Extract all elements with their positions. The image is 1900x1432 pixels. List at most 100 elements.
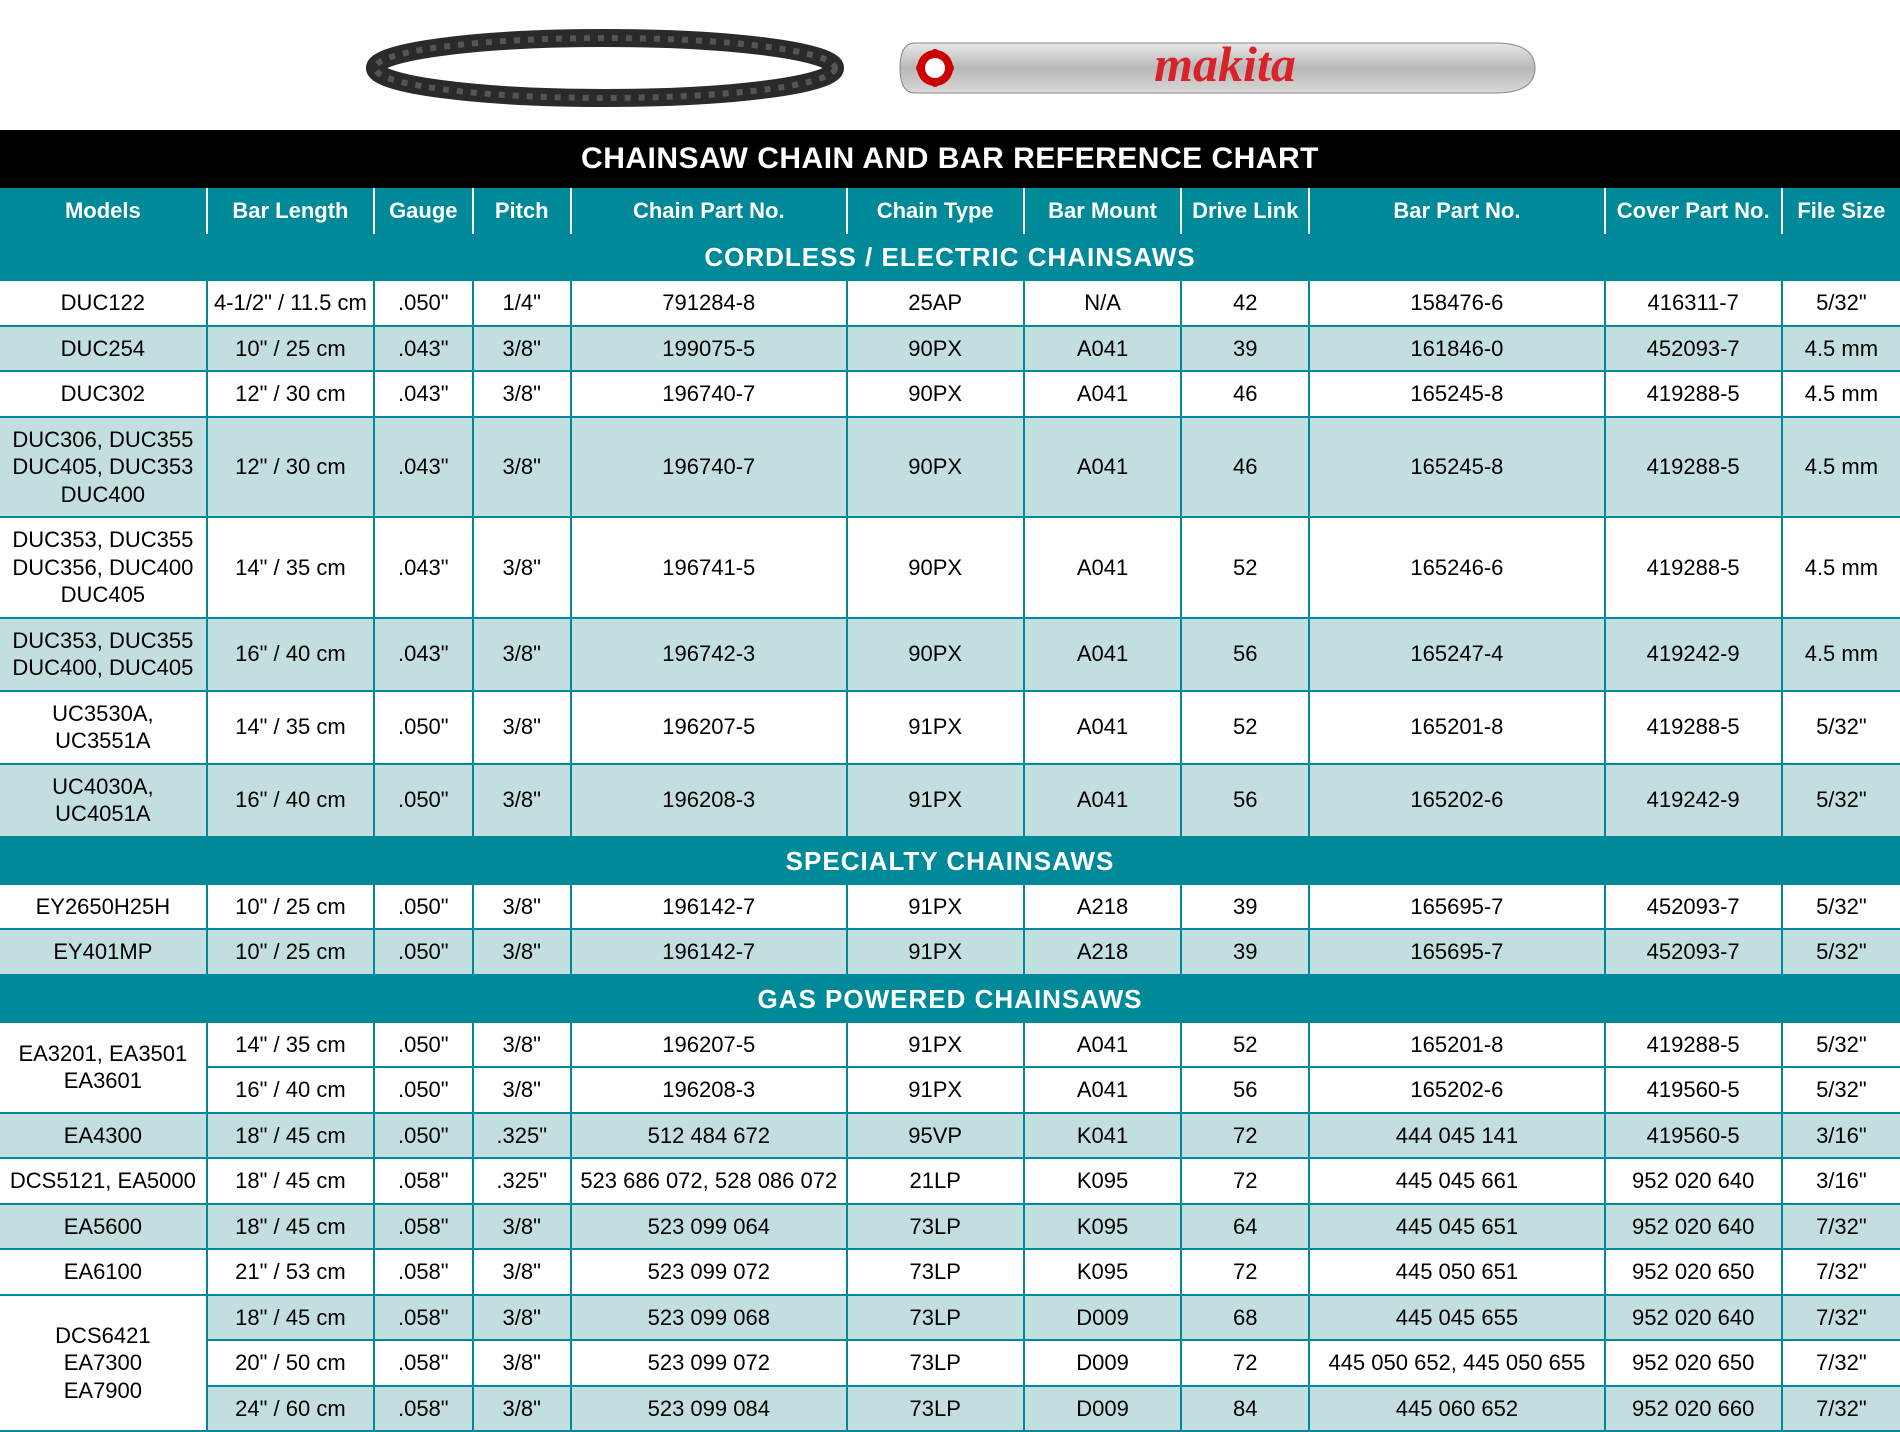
data-cell: 3/8" [473, 1204, 571, 1250]
models-cell: EA4300 [0, 1113, 207, 1159]
data-cell: 952 020 660 [1605, 1386, 1782, 1432]
data-cell: 196207-5 [571, 1023, 847, 1068]
data-cell: 5/32" [1782, 885, 1900, 930]
data-cell: 21LP [847, 1158, 1024, 1204]
column-header: File Size [1782, 188, 1900, 234]
data-cell: A041 [1024, 1067, 1182, 1113]
data-cell: 199075-5 [571, 326, 847, 372]
data-cell: 3/16" [1782, 1113, 1900, 1159]
data-cell: 445 045 661 [1309, 1158, 1604, 1204]
data-cell: 10" / 25 cm [207, 885, 374, 930]
data-cell: 3/8" [473, 1067, 571, 1113]
data-cell: 24" / 60 cm [207, 1386, 374, 1432]
data-cell: A218 [1024, 929, 1182, 975]
data-cell: K095 [1024, 1249, 1182, 1295]
data-cell: .050" [374, 1113, 472, 1159]
data-cell: 3/8" [473, 691, 571, 764]
bar-image: makita [895, 23, 1545, 113]
data-cell: .043" [374, 371, 472, 417]
data-cell: 419288-5 [1605, 1023, 1782, 1068]
data-cell: 68 [1181, 1295, 1309, 1341]
data-cell: 3/8" [473, 371, 571, 417]
data-cell: 91PX [847, 929, 1024, 975]
data-cell: 523 099 084 [571, 1386, 847, 1432]
data-cell: 7/32" [1782, 1295, 1900, 1341]
data-cell: 952 020 650 [1605, 1249, 1782, 1295]
data-cell: D009 [1024, 1295, 1182, 1341]
column-header: Bar Part No. [1309, 188, 1604, 234]
data-cell: A041 [1024, 691, 1182, 764]
data-cell: 4.5 mm [1782, 371, 1900, 417]
data-cell: 196142-7 [571, 885, 847, 930]
data-cell: 16" / 40 cm [207, 618, 374, 691]
models-cell: DUC353, DUC355DUC400, DUC405 [0, 618, 207, 691]
data-cell: 3/8" [473, 1295, 571, 1341]
data-cell: 3/16" [1782, 1158, 1900, 1204]
data-cell: 12" / 30 cm [207, 417, 374, 518]
data-cell: 165202-6 [1309, 764, 1604, 837]
column-header: Bar Mount [1024, 188, 1182, 234]
data-cell: N/A [1024, 281, 1182, 326]
data-cell: .050" [374, 929, 472, 975]
data-cell: 91PX [847, 764, 1024, 837]
data-cell: 523 099 068 [571, 1295, 847, 1341]
data-cell: 64 [1181, 1204, 1309, 1250]
data-cell: 952 020 650 [1605, 1340, 1782, 1386]
data-cell: 419560-5 [1605, 1113, 1782, 1159]
data-cell: 72 [1181, 1340, 1309, 1386]
column-header: Chain Type [847, 188, 1024, 234]
section-header: SPECIALTY CHAINSAWS [0, 837, 1900, 885]
data-cell: .043" [374, 618, 472, 691]
data-cell: 5/32" [1782, 691, 1900, 764]
data-cell: 52 [1181, 1023, 1309, 1068]
data-cell: 10" / 25 cm [207, 326, 374, 372]
data-cell: 7/32" [1782, 1249, 1900, 1295]
models-cell: DUC254 [0, 326, 207, 372]
data-cell: 523 099 072 [571, 1249, 847, 1295]
data-cell: 452093-7 [1605, 885, 1782, 930]
data-cell: 3/8" [473, 1340, 571, 1386]
data-cell: .050" [374, 1023, 472, 1068]
data-cell: 3/8" [473, 618, 571, 691]
data-cell: K041 [1024, 1113, 1182, 1159]
data-cell: 3/8" [473, 885, 571, 930]
data-cell: 5/32" [1782, 281, 1900, 326]
data-cell: 419288-5 [1605, 371, 1782, 417]
data-cell: .043" [374, 326, 472, 372]
data-cell: 39 [1181, 326, 1309, 372]
data-cell: 90PX [847, 618, 1024, 691]
data-cell: A041 [1024, 1023, 1182, 1068]
data-cell: 419288-5 [1605, 691, 1782, 764]
data-cell: 5/32" [1782, 1023, 1900, 1068]
data-cell: D009 [1024, 1386, 1182, 1432]
data-cell: 445 045 651 [1309, 1204, 1604, 1250]
models-cell: UC3530A, UC3551A [0, 691, 207, 764]
data-cell: 952 020 640 [1605, 1158, 1782, 1204]
data-cell: 95VP [847, 1113, 1024, 1159]
data-cell: 512 484 672 [571, 1113, 847, 1159]
data-cell: 39 [1181, 929, 1309, 975]
data-cell: 91PX [847, 885, 1024, 930]
models-cell: EY401MP [0, 929, 207, 975]
data-cell: 90PX [847, 371, 1024, 417]
data-cell: 18" / 45 cm [207, 1295, 374, 1341]
column-header: Bar Length [207, 188, 374, 234]
data-cell: 444 045 141 [1309, 1113, 1604, 1159]
data-cell: 25AP [847, 281, 1024, 326]
column-header: Models [0, 188, 207, 234]
data-cell: 523 099 072 [571, 1340, 847, 1386]
data-cell: 165695-7 [1309, 929, 1604, 975]
data-cell: 158476-6 [1309, 281, 1604, 326]
header-images: makita [0, 0, 1900, 130]
column-header: Drive Link [1181, 188, 1309, 234]
data-cell: D009 [1024, 1340, 1182, 1386]
data-cell: .058" [374, 1249, 472, 1295]
data-cell: 73LP [847, 1295, 1024, 1341]
data-cell: 1/4" [473, 281, 571, 326]
data-cell: .325" [473, 1158, 571, 1204]
data-cell: 84 [1181, 1386, 1309, 1432]
data-cell: 46 [1181, 371, 1309, 417]
data-cell: A041 [1024, 618, 1182, 691]
data-cell: 165246-6 [1309, 517, 1604, 618]
data-cell: 523 099 064 [571, 1204, 847, 1250]
